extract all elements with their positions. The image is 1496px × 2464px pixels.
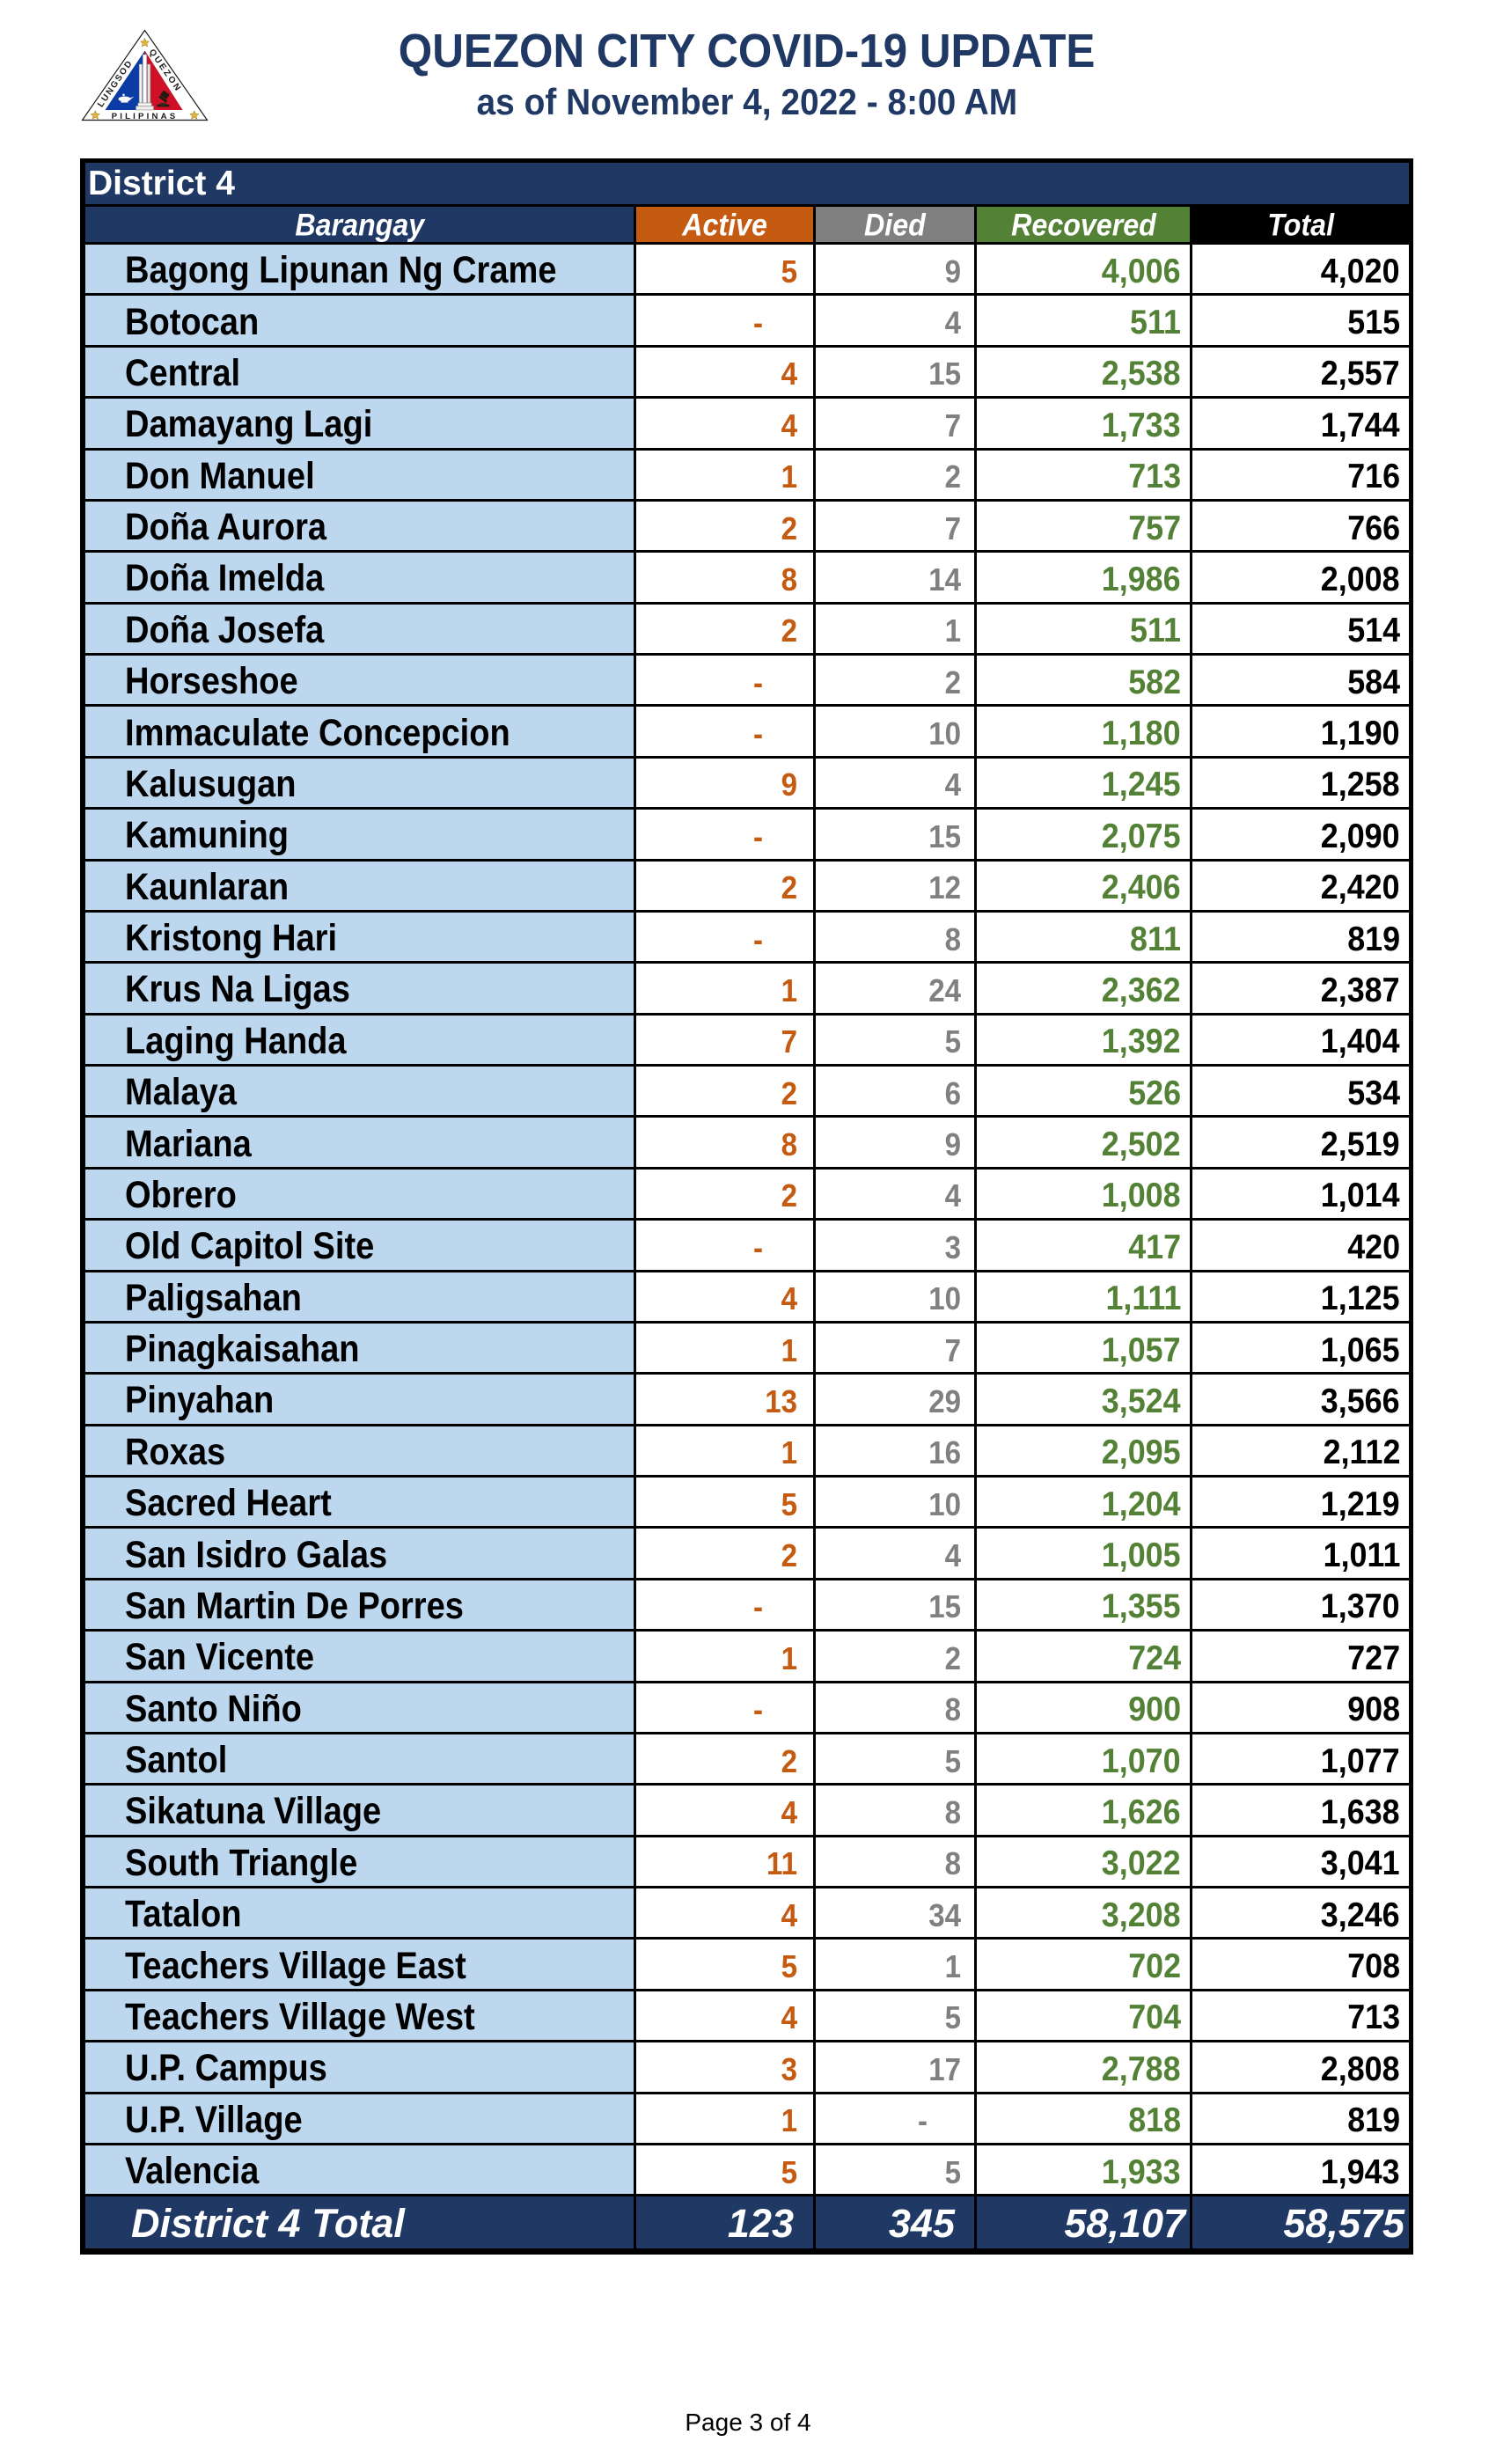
svg-text:PILIPINAS: PILIPINAS bbox=[112, 112, 179, 121]
